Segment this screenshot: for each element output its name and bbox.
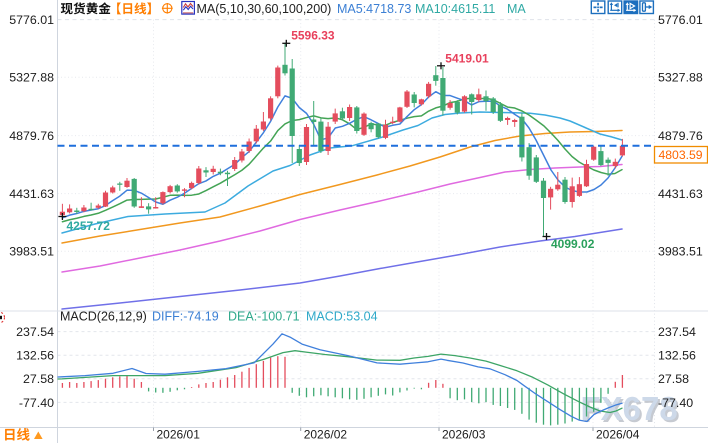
svg-text:4879.76: 4879.76	[658, 129, 703, 143]
svg-text:4099.02: 4099.02	[551, 237, 595, 251]
svg-text:2026/03: 2026/03	[442, 428, 486, 442]
svg-text:132.56: 132.56	[658, 349, 696, 363]
svg-text:5776.01: 5776.01	[9, 13, 54, 27]
svg-text:5596.33: 5596.33	[291, 28, 335, 42]
svg-text:-77.40: -77.40	[19, 396, 54, 410]
svg-text:MA: MA	[507, 2, 526, 16]
svg-text:27.58: 27.58	[658, 372, 689, 386]
svg-text:-77.40: -77.40	[658, 396, 693, 410]
svg-text:2026/02: 2026/02	[304, 428, 348, 442]
svg-text:MA5:4718.73: MA5:4718.73	[337, 2, 411, 16]
svg-text:DIFF:-74.19: DIFF:-74.19	[152, 310, 219, 324]
svg-text:4431.63: 4431.63	[9, 187, 54, 201]
svg-text:5776.01: 5776.01	[658, 13, 703, 27]
svg-text:MA(5,10,30,60,100,200): MA(5,10,30,60,100,200)	[197, 2, 332, 16]
svg-text:5419.01: 5419.01	[445, 52, 489, 66]
svg-text:MACD:53.04: MACD:53.04	[306, 310, 378, 324]
svg-text:5327.88: 5327.88	[9, 71, 54, 85]
svg-text:237.54: 237.54	[16, 325, 54, 339]
svg-text:MACD(26,12,9): MACD(26,12,9)	[60, 310, 147, 324]
svg-text:3983.51: 3983.51	[9, 245, 54, 259]
svg-text:MA10:4615.11: MA10:4615.11	[415, 2, 495, 16]
svg-text:2026/04: 2026/04	[596, 428, 640, 442]
svg-text:2026/01: 2026/01	[157, 428, 201, 442]
svg-text:27.58: 27.58	[23, 372, 54, 386]
svg-text:4879.76: 4879.76	[9, 129, 54, 143]
svg-text:FX678: FX678	[581, 390, 678, 427]
svg-text:3983.51: 3983.51	[658, 245, 703, 259]
svg-text:4257.72: 4257.72	[67, 219, 111, 233]
svg-text:237.54: 237.54	[658, 325, 696, 339]
svg-text:5327.88: 5327.88	[658, 71, 703, 85]
svg-text:DEA:-100.71: DEA:-100.71	[228, 310, 300, 324]
svg-text:4431.63: 4431.63	[658, 187, 703, 201]
svg-text:4803.59: 4803.59	[659, 148, 703, 162]
svg-text:132.56: 132.56	[16, 349, 54, 363]
